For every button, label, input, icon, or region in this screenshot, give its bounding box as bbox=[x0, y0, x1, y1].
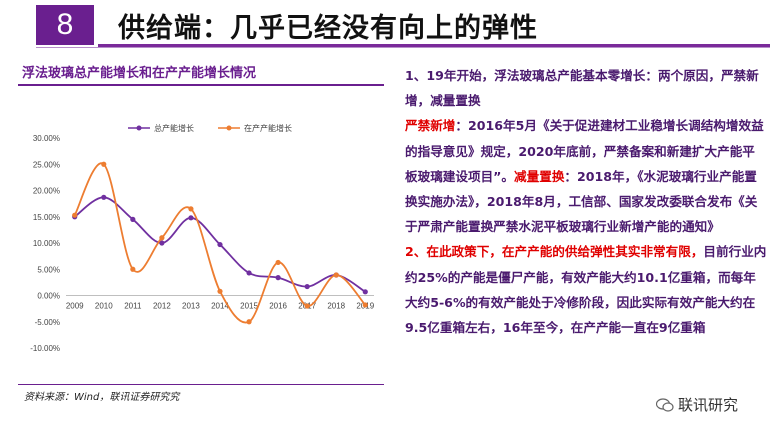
series-point-0 bbox=[130, 216, 136, 222]
watermark: 联讯研究 bbox=[652, 394, 743, 415]
series-line-1 bbox=[73, 162, 366, 324]
series-point-1 bbox=[159, 235, 165, 241]
x-tick-label: 2010 bbox=[95, 302, 113, 311]
legend-swatch-point bbox=[226, 125, 232, 131]
series-point-1 bbox=[188, 206, 194, 212]
series-point-0 bbox=[304, 283, 310, 290]
series-point-0 bbox=[246, 270, 252, 276]
series-point-0 bbox=[101, 194, 107, 200]
x-tick-label: 2014 bbox=[211, 302, 229, 311]
series-point-0 bbox=[188, 215, 194, 221]
series-point-0 bbox=[362, 289, 368, 295]
y-tick-label: -5.00% bbox=[35, 318, 60, 327]
x-tick-label: 2013 bbox=[182, 302, 200, 311]
paragraph-2-text: ：2016年5月《关于促进建材工业稳增长调结构增效益的指导意见》规定，2020年… bbox=[405, 118, 764, 184]
paragraph-2: 严禁新增：2016年5月《关于促进建材工业稳增长调结构增效益的指导意见》规定，2… bbox=[405, 113, 767, 239]
series-point-1 bbox=[246, 319, 252, 325]
x-tick-label: 2018 bbox=[327, 302, 345, 311]
x-tick-label: 2015 bbox=[240, 302, 258, 311]
header-rule-thin bbox=[36, 47, 770, 48]
y-tick-label: 15.00% bbox=[33, 213, 60, 222]
wechat-icon bbox=[656, 397, 674, 412]
paragraph-2-text-2: ：2018年，《水泥玻璃行业产能置换实施办法》，2018年8月，工信部、国家发改… bbox=[405, 168, 758, 235]
paragraph-3-text: 目前行业内约25%的产能是僵尸产能，有效产能大约10.1亿重箱，而每年大约5-6… bbox=[405, 244, 767, 336]
chart-bottom-rule bbox=[18, 384, 384, 385]
chart-title-rule bbox=[18, 84, 384, 86]
series-point-1 bbox=[275, 259, 281, 266]
series-point-0 bbox=[275, 275, 281, 281]
legend-swatch-point bbox=[136, 125, 142, 131]
series-point-1 bbox=[72, 212, 78, 218]
x-tick-label: 2011 bbox=[124, 302, 142, 311]
series-point-1 bbox=[362, 302, 368, 308]
paragraph-1-text: 1、19年开始，浮法玻璃总产能基本零增长：两个原因，严禁新增，减量置换 bbox=[405, 68, 759, 109]
label-ban-new: 严禁新增 bbox=[405, 118, 456, 134]
x-tick-label: 2016 bbox=[269, 302, 287, 311]
series-point-0 bbox=[159, 240, 165, 246]
y-tick-label: 0.00% bbox=[37, 292, 60, 301]
explanation-text: 1、19年开始，浮法玻璃总产能基本零增长：两个原因，严禁新增，减量置换 严禁新增… bbox=[405, 63, 767, 340]
label-reduce-replace: 减量置换 bbox=[514, 168, 565, 184]
source-note: 资料来源：Wind，联讯证券研究究 bbox=[24, 392, 180, 403]
watermark-text: 联讯研究 bbox=[678, 396, 739, 414]
y-tick-label: 25.00% bbox=[33, 160, 60, 169]
section-number: 8 bbox=[36, 5, 94, 45]
y-tick-label: -10.00% bbox=[30, 344, 60, 353]
paragraph-1: 1、19年开始，浮法玻璃总产能基本零增长：两个原因，严禁新增，减量置换 bbox=[405, 63, 767, 113]
x-tick-label: 2009 bbox=[66, 302, 84, 311]
legend-label: 总产能增长 bbox=[154, 123, 194, 133]
series-point-1 bbox=[217, 288, 223, 294]
y-tick-label: 10.00% bbox=[33, 239, 60, 248]
series-point-1 bbox=[333, 272, 339, 278]
header-rule bbox=[98, 44, 770, 47]
y-tick-label: 30.00% bbox=[33, 134, 60, 143]
chart-title: 浮法玻璃总产能增长和在产产能增长情况 bbox=[22, 66, 257, 81]
slide-title: 供给端：几乎已经没有向上的弹性 bbox=[118, 13, 538, 44]
series-point-1 bbox=[130, 266, 136, 272]
paragraph-3: 2、在此政策下，在产产能的供给弹性其实非常有限，目前行业内约25%的产能是僵尸产… bbox=[405, 239, 767, 340]
line-chart: 30.00% 25.00% 20.00% 15.00% 10.00% 5.00% 0.00%… bbox=[30, 123, 375, 353]
legend-label: 在产产能增长 bbox=[244, 123, 292, 133]
y-tick-label: 5.00% bbox=[37, 265, 60, 274]
series-point-1 bbox=[101, 161, 107, 167]
x-tick-label: 2012 bbox=[153, 302, 171, 311]
paragraph-3-lead: 2、在此政策下，在产产能的供给弹性其实非常有限， bbox=[405, 244, 704, 260]
series-point-0 bbox=[217, 241, 223, 248]
y-tick-label: 20.00% bbox=[33, 187, 60, 196]
series-point-1 bbox=[304, 303, 310, 309]
